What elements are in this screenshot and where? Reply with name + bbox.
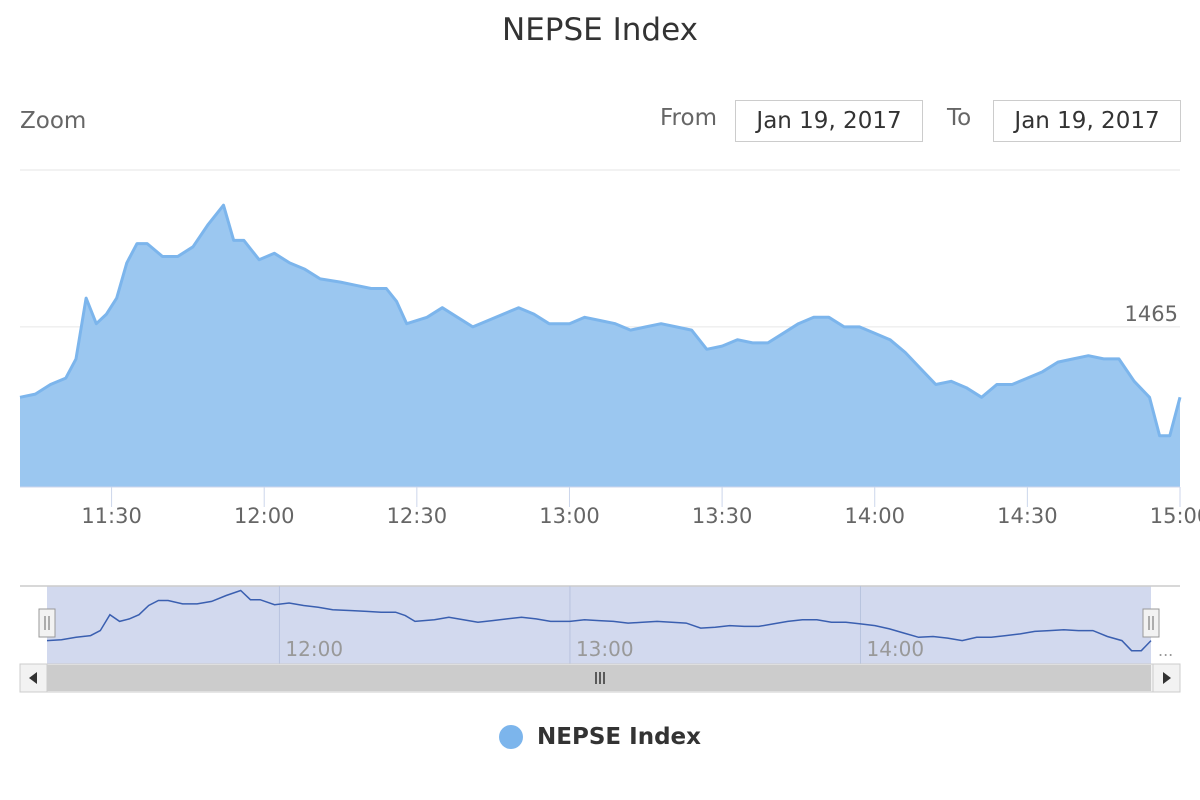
navigator-tick-label: 12:00	[285, 637, 343, 661]
handle-body	[1142, 608, 1160, 638]
navigator-right-handle[interactable]	[1142, 608, 1160, 638]
navigator-left-handle[interactable]	[38, 608, 56, 638]
to-label: To	[947, 105, 972, 131]
navigator-selected-range	[47, 586, 1151, 664]
navigator-series-line	[46, 589, 1152, 652]
legend: NEPSE Index	[0, 724, 1200, 753]
legend-label: NEPSE Index	[537, 724, 701, 750]
handle-body	[38, 608, 56, 638]
navigator-tick-label: 14:00	[866, 637, 924, 661]
x-tick-label: 12:30	[387, 504, 448, 528]
navigator-overflow-label: ...	[1158, 641, 1173, 660]
y-tick-label: 1465	[1125, 302, 1178, 326]
x-tick-label: 13:00	[539, 504, 600, 528]
x-tick-label: 14:00	[844, 504, 905, 528]
zoom-label: Zoom	[20, 108, 87, 134]
arrow-right-icon	[1163, 672, 1171, 684]
x-tick-label: 15:00	[1150, 504, 1200, 528]
from-date-input[interactable]: Jan 19, 2017	[735, 100, 923, 142]
scrollbar-thumb[interactable]	[47, 665, 1151, 691]
navigator-tick-label: 13:00	[576, 637, 634, 661]
arrow-left-icon	[29, 672, 37, 684]
chart-title: NEPSE Index	[502, 12, 698, 48]
legend-marker	[499, 725, 524, 749]
to-date-input[interactable]: Jan 19, 2017	[993, 100, 1181, 142]
from-label: From	[660, 105, 717, 131]
x-tick-label: 13:30	[692, 504, 753, 528]
x-tick-label: 11:30	[81, 504, 142, 528]
x-tick-label: 12:00	[234, 504, 295, 528]
series-line	[19, 203, 1182, 438]
x-tick-label: 14:30	[997, 504, 1058, 528]
legend-item-nepse-index[interactable]: NEPSE Index	[499, 724, 701, 750]
series-area	[20, 205, 1180, 487]
